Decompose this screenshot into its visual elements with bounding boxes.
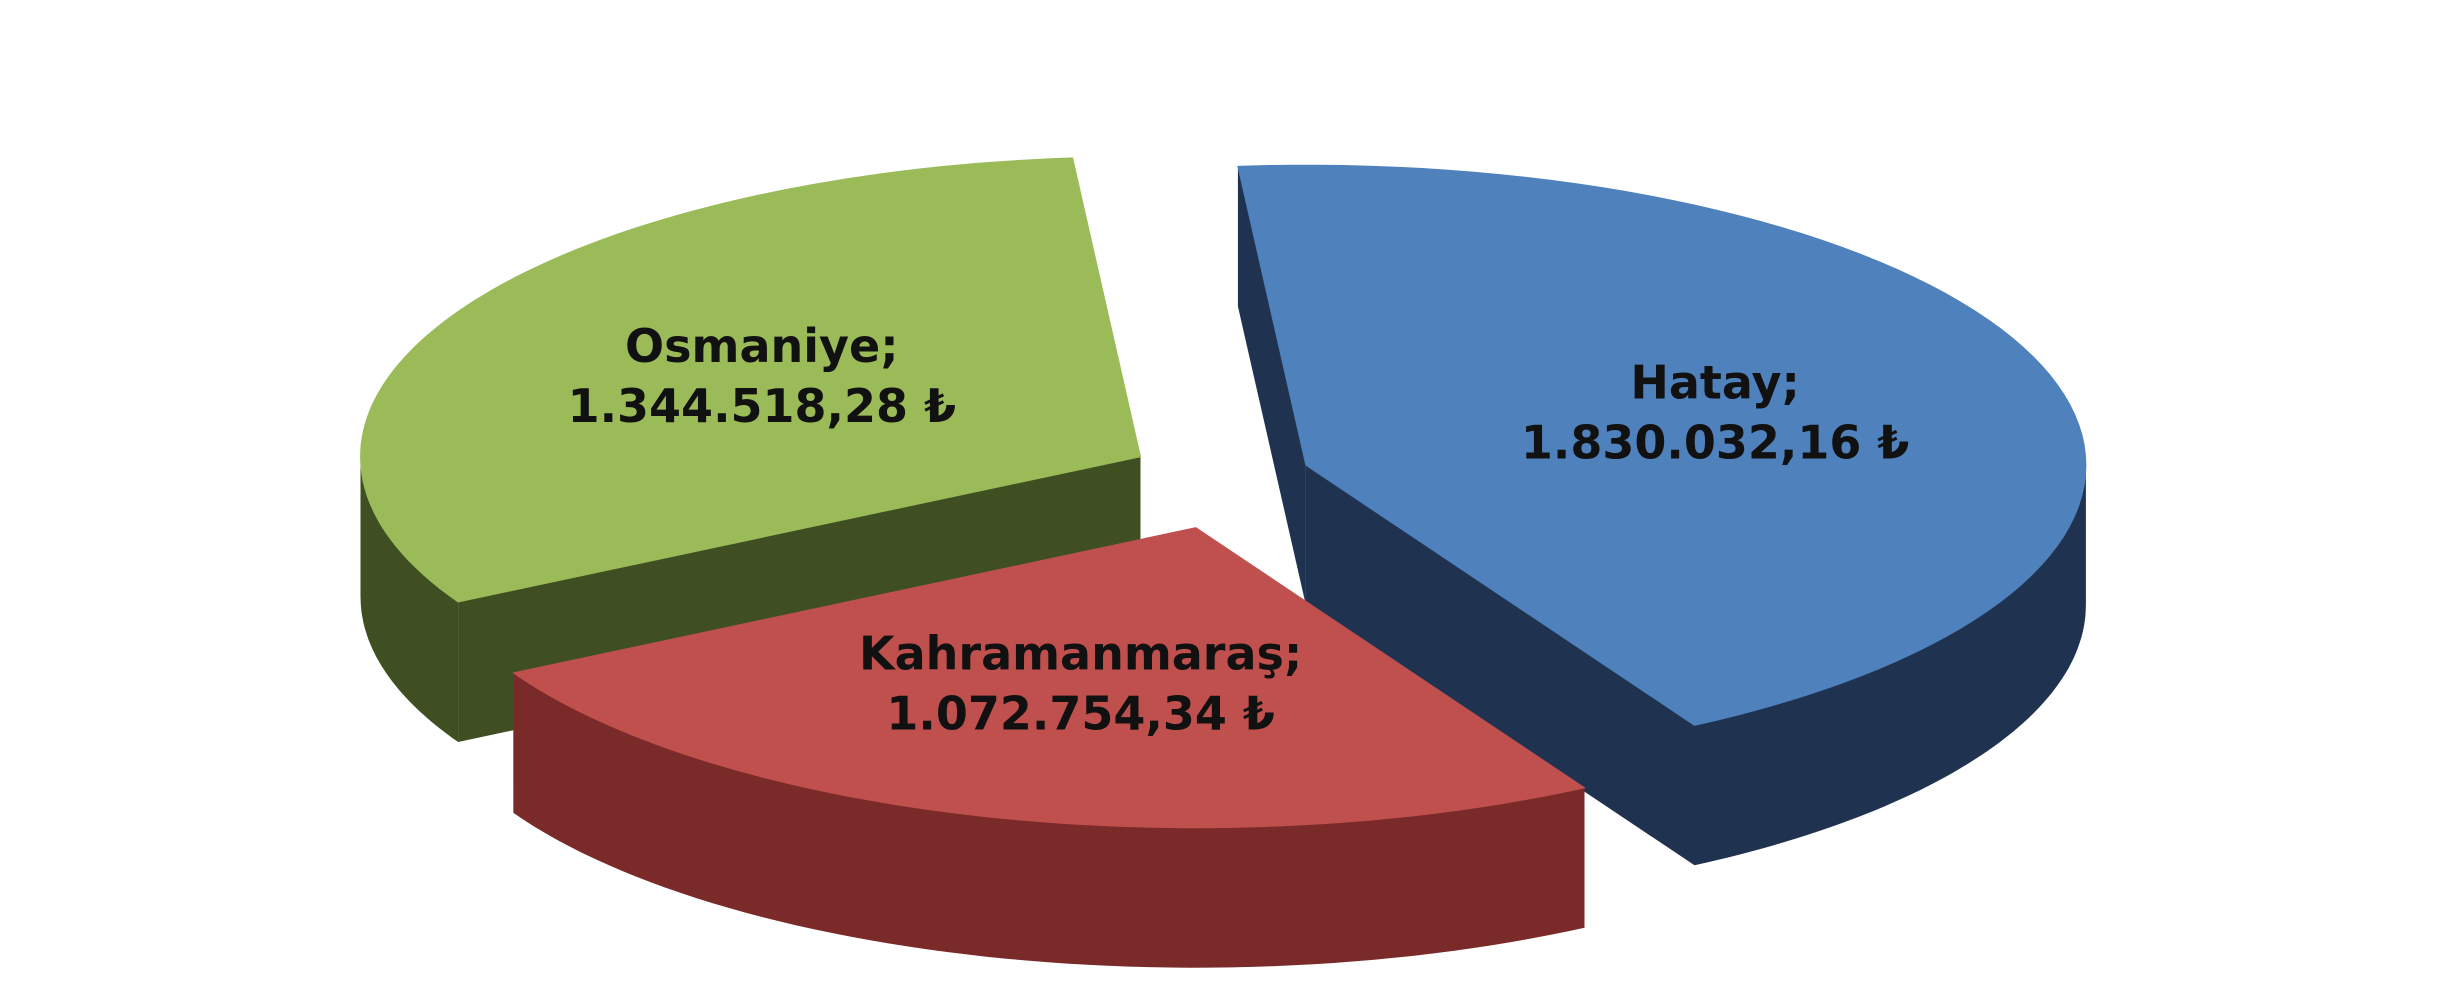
slice-top (512, 527, 1586, 829)
slice: Hatay (1237, 164, 2087, 866)
data-label-line: 1.344.518,28 ₺ (568, 379, 957, 433)
data-label-line: 1.072.754,34 ₺ (886, 686, 1275, 740)
data-label: Kahramanmaraş; 1.072.754,34 ₺ (859, 626, 1302, 740)
data-label-line: 1.830.032,16 ₺ (1521, 415, 1910, 469)
slice-side (1237, 166, 1306, 606)
slice-top (1237, 164, 2087, 726)
data-label: Osmaniye; 1.344.518,28 ₺ (568, 319, 957, 433)
slice-wall (513, 672, 1585, 968)
slice-side (1305, 465, 1695, 866)
slice-wall (1694, 465, 2086, 866)
data-label-line: Osmaniye; (625, 319, 899, 373)
slice: Kahramanmaraş (512, 527, 1586, 968)
slice-wall (360, 456, 459, 742)
data-label: Hatay; 1.830.032,16 ₺ (1521, 355, 1910, 469)
slice-top (360, 157, 1142, 603)
data-label-line: Kahramanmaraş; (859, 626, 1302, 680)
data-label-line: Hatay; (1630, 355, 1800, 409)
